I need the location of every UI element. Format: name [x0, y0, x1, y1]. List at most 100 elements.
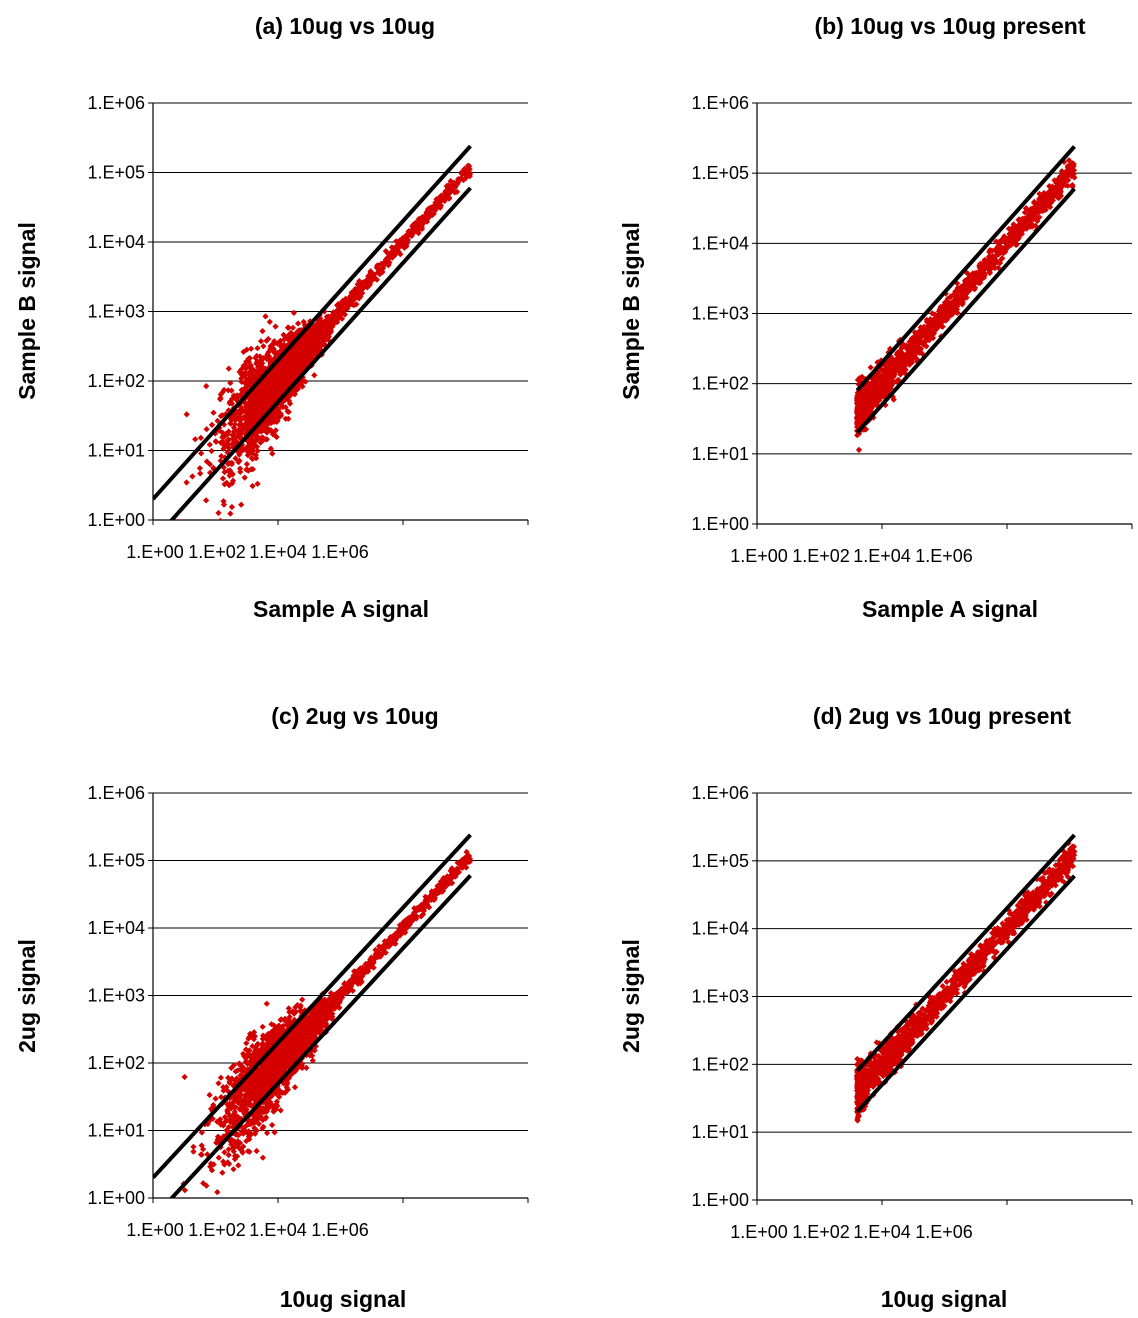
- scatter-point: [896, 369, 904, 376]
- scatter-point: [1031, 198, 1038, 206]
- x-tick-label: 1.E+04: [853, 546, 911, 566]
- scatter-point: [208, 447, 215, 455]
- scatter-point: [325, 319, 332, 326]
- scatter-point: [233, 392, 241, 399]
- scatter-point: [212, 438, 219, 445]
- scatter-point: [971, 270, 979, 277]
- x-axis-label: 10ug signal: [280, 1286, 407, 1312]
- scatter-point: [304, 355, 311, 362]
- scatter-point: [212, 1095, 219, 1102]
- scatter-point: [908, 338, 916, 345]
- scatter-point: [936, 306, 943, 313]
- scatter-point: [939, 309, 947, 316]
- scatter-point: [206, 441, 213, 448]
- scatter-point: [918, 331, 925, 338]
- scatter-point: [249, 482, 256, 490]
- scatter-point: [318, 318, 325, 325]
- scatter-panel-a: (a) 10ug vs 10ug 1.E+00 1.E+01 1.E+02 1.E+03…: [0, 0, 569, 659]
- scatter-point: [374, 264, 381, 271]
- scatter-point: [253, 1147, 260, 1155]
- scatter-panel-b: (b) 10ug vs 10ug present 1.E+00 1.E+01 1.E+…: [569, 0, 1138, 659]
- scatter-point: [197, 470, 204, 477]
- scatter-point: [890, 363, 897, 370]
- reference-lines: [855, 145, 1076, 435]
- scatter-point: [268, 427, 275, 435]
- scatter-point: [219, 475, 227, 482]
- scatter-point: [320, 324, 327, 331]
- scatter-point: [283, 363, 290, 370]
- scatter-point: [299, 996, 306, 1003]
- scatter-point: [945, 299, 952, 307]
- scatter-point: [254, 345, 261, 352]
- y-tick-label: 1.E+01: [87, 441, 145, 461]
- scatter-point: [181, 1187, 189, 1194]
- y-tick-label: 1.E+01: [87, 1121, 145, 1141]
- scatter-point: [257, 338, 265, 345]
- y-tick-label: 1.E+04: [691, 233, 749, 253]
- scatter-point: [353, 291, 361, 298]
- scatter-point: [353, 301, 360, 308]
- y-tick-label: 1.E+02: [691, 374, 749, 394]
- scatter-point: [220, 430, 227, 438]
- scatter-point: [258, 438, 265, 445]
- scatter-point: [310, 343, 317, 350]
- scatter-point: [1034, 217, 1041, 225]
- scatter-points: [853, 157, 1078, 454]
- scatter-point: [240, 348, 247, 356]
- scatter-point: [320, 341, 328, 348]
- scatter-point: [303, 333, 310, 340]
- scatter-point: [270, 340, 278, 347]
- scatter-point: [247, 345, 255, 352]
- scatter-point: [382, 258, 389, 265]
- scatter-point: [210, 409, 217, 416]
- scatter-point: [327, 328, 334, 335]
- scatter-point: [282, 415, 289, 422]
- scatter-point: [276, 388, 283, 396]
- scatter-point: [253, 352, 260, 360]
- scatter-point: [276, 368, 283, 375]
- x-tick-label: 1.E+02: [188, 542, 246, 562]
- scatter-point: [225, 365, 232, 372]
- x-tick-label: 1.E+02: [188, 1220, 246, 1240]
- scatter-point: [935, 322, 942, 330]
- scatter-point: [203, 382, 210, 390]
- scatter-point: [208, 421, 216, 429]
- scatter-point: [287, 368, 295, 375]
- scatter-point: [226, 472, 233, 479]
- y-tick-label: 1.E+03: [87, 986, 145, 1006]
- scatter-point: [379, 268, 386, 276]
- scatter-point: [905, 347, 912, 354]
- chart-svg: (c) 2ug vs 10ug1.E+001.E+011.E+021.E+031…: [14, 703, 529, 1312]
- scatter-point: [290, 309, 298, 317]
- scatter-point: [243, 460, 251, 468]
- scatter-point: [301, 339, 309, 346]
- y-tick-label: 1.E+03: [691, 304, 749, 324]
- scatter-point: [374, 269, 382, 276]
- scatter-point: [214, 417, 221, 425]
- scatter-point: [366, 279, 373, 286]
- scatter-point: [418, 223, 425, 230]
- scatter-point: [855, 446, 863, 454]
- scatter-point: [455, 175, 462, 183]
- scatter-point: [300, 318, 307, 326]
- scatter-point: [232, 455, 239, 462]
- x-tick-label: 1.E+00: [730, 546, 788, 566]
- scatter-point: [215, 509, 222, 517]
- y-tick-label: 1.E+00: [87, 1188, 145, 1208]
- scatter-point: [355, 285, 362, 292]
- scatter-point: [867, 364, 874, 371]
- y-tick-label: 1.E+03: [87, 302, 145, 322]
- scatter-point: [955, 285, 962, 292]
- scatter-point: [197, 434, 205, 442]
- scatter-point: [299, 350, 306, 357]
- x-tick-label: 1.E+06: [311, 1220, 369, 1240]
- scatter-point: [254, 447, 261, 454]
- scatter-point: [955, 297, 962, 304]
- scatter-point: [929, 310, 936, 317]
- fold-change-line: [855, 187, 1076, 435]
- scatter-point: [341, 301, 348, 308]
- scatter-point: [236, 422, 244, 430]
- scatter-point: [214, 1188, 221, 1196]
- scatter-point: [192, 436, 199, 443]
- scatter-point: [313, 320, 321, 328]
